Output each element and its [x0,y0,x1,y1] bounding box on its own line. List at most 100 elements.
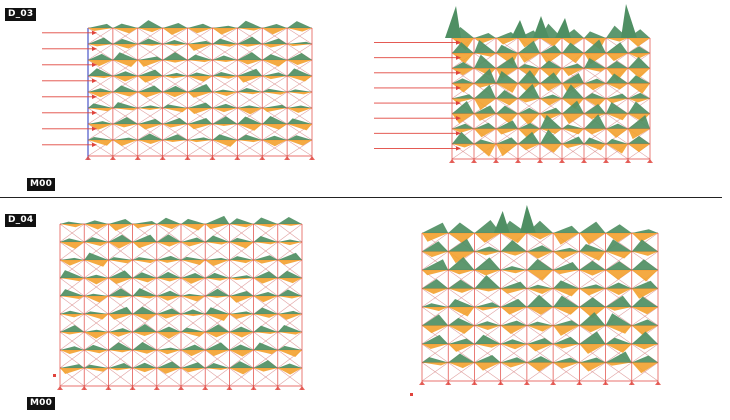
moment-positive-shape [88,88,113,92]
moment-negative-shape [500,325,527,334]
bracing-member [451,113,475,129]
moment-positive-shape [422,357,449,363]
support-marker [493,159,499,163]
bracing-member [605,288,632,308]
bracing-member [187,123,213,141]
bracing-member [156,259,182,279]
moment-positive-shape [584,93,606,99]
moment-negative-shape [628,53,650,59]
moment-negative-shape [277,368,302,375]
moment-positive-shape [422,259,449,270]
moment-positive-shape [88,53,113,60]
moment-positive-shape [496,90,518,99]
moment-positive-shape [112,117,138,124]
moment-positive-shape [181,273,206,278]
moment-negative-shape [212,140,238,147]
support-marker [523,381,530,385]
moment-positive-shape [474,354,501,363]
load-arrow-head [92,142,97,147]
bracing-member [132,241,157,261]
moment-negative-shape [181,296,206,302]
moment-negative-shape [553,288,580,297]
moment-positive-shape [553,336,580,344]
moment-positive-shape [212,116,238,124]
moment-positive-shape [60,289,85,296]
moment-negative-shape [162,140,188,142]
moment-negative-shape [212,60,238,62]
moment-negative-shape [187,140,213,143]
moment-negative-shape [262,28,288,35]
bracing-member [59,313,85,333]
d04-frame-moment-diagram-lateral [53,215,305,390]
bracing-member [87,27,114,45]
moment-negative-shape [137,28,163,33]
moment-negative-shape [205,368,230,371]
moment-negative-shape [205,296,230,298]
moment-negative-shape [422,288,449,294]
bracing-member [421,306,449,326]
moment-positive-shape [262,135,288,140]
moment-negative-shape [422,233,449,242]
bracing-member [229,295,254,315]
moment-negative-shape [156,314,181,319]
bracing-member [162,123,188,141]
bracing-member [205,259,230,279]
load-arrow-head [92,30,97,35]
bracing-member [517,52,541,69]
bracing-member [500,362,528,382]
bracing-member [552,362,580,382]
moment-negative-shape [540,53,562,65]
moment-negative-shape [500,344,527,350]
moment-positive-shape [156,326,181,332]
moment-negative-shape [553,344,580,349]
moment-negative-shape [108,314,133,320]
moment-positive-shape [526,337,554,344]
moment-positive-shape [162,72,188,76]
bracing-member [137,91,163,109]
moment-negative-shape [500,288,527,294]
moment-positive-shape [84,220,109,224]
moment-positive-shape [156,347,181,350]
moment-negative-shape [422,325,449,334]
moment-positive-shape [253,292,278,296]
bracing-member [277,223,303,243]
moment-negative-shape [562,38,584,46]
moment-negative-shape [452,128,474,133]
moment-spike-shape [493,211,510,233]
moment-positive-shape [496,71,518,84]
moment-negative-shape [60,332,85,335]
moment-negative-shape [628,98,650,103]
bracing-member [539,83,563,99]
bracing-member [137,75,163,93]
bracing-member [583,68,607,84]
moment-negative-shape [112,108,138,111]
moment-positive-shape [540,107,562,114]
bracing-member [132,349,157,369]
moment-negative-shape [181,260,206,265]
moment-positive-shape [205,272,230,278]
moment-negative-shape [137,44,163,46]
moment-negative-shape [422,251,449,258]
moment-positive-shape [212,38,238,44]
support-marker [576,381,583,385]
support-marker [259,156,266,160]
bracing-member [112,139,138,157]
moment-positive-shape [60,257,85,260]
moment-negative-shape [631,270,658,282]
moment-positive-shape [137,85,163,92]
bracing-member [448,362,475,382]
moment-positive-shape [422,279,449,289]
moment-negative-shape [88,140,113,146]
load-arrow-head [92,78,97,83]
bracing-member [237,75,263,93]
moment-negative-shape [253,242,278,245]
moment-negative-shape [474,128,496,138]
moment-negative-shape [526,233,554,240]
bracing-member [59,331,85,351]
moment-positive-shape [108,363,133,368]
moment-negative-shape [132,260,157,264]
moment-negative-shape [156,260,181,263]
moment-positive-shape [205,307,230,314]
moment-negative-shape [277,224,302,226]
moment-positive-shape [132,257,157,260]
